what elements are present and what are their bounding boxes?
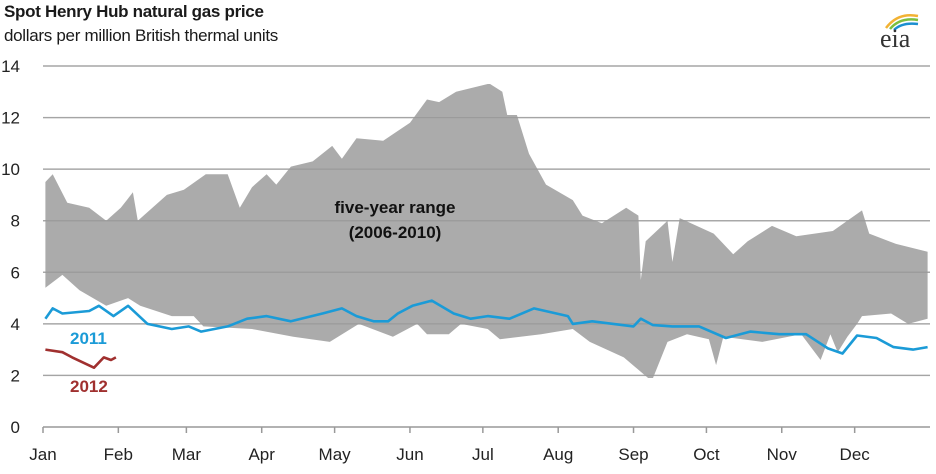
eia-logo: eia	[880, 14, 919, 50]
series-label-2011: 2011	[70, 329, 107, 348]
x-tick-label: Oct	[693, 445, 720, 464]
y-tick-label: 8	[11, 212, 20, 231]
x-tick-label: Jul	[472, 445, 494, 464]
x-tick-label: Aug	[543, 445, 573, 464]
chart-title: Spot Henry Hub natural gas price	[4, 2, 264, 21]
y-tick-label: 2	[11, 366, 20, 385]
x-tick-label: Apr	[248, 445, 275, 464]
range-label: five-year range	[335, 198, 456, 217]
x-tick-label: Dec	[840, 445, 871, 464]
y-tick-label: 6	[11, 263, 20, 282]
y-tick-label: 0	[11, 418, 20, 437]
x-tick-label: Sep	[618, 445, 648, 464]
five-year-range-area	[45, 84, 928, 378]
y-tick-label: 14	[1, 57, 20, 76]
x-tick-label: Feb	[104, 445, 133, 464]
chart-subtitle: dollars per million British thermal unit…	[4, 26, 278, 45]
y-tick-label: 12	[1, 109, 20, 128]
y-tick-label: 10	[1, 160, 20, 179]
x-tick-label: Nov	[767, 445, 798, 464]
x-tick-label: May	[319, 445, 352, 464]
series-line-2012	[45, 348, 117, 370]
y-tick-label: 4	[11, 315, 20, 334]
svg-text:eia: eia	[880, 24, 911, 50]
range-label-years: (2006-2010)	[349, 223, 442, 242]
x-tick-label: Jun	[396, 445, 423, 464]
series-label-2012: 2012	[70, 377, 108, 396]
x-tick-label: Jan	[29, 445, 56, 464]
series-line-2011	[44, 299, 928, 355]
x-tick-label: Mar	[172, 445, 202, 464]
